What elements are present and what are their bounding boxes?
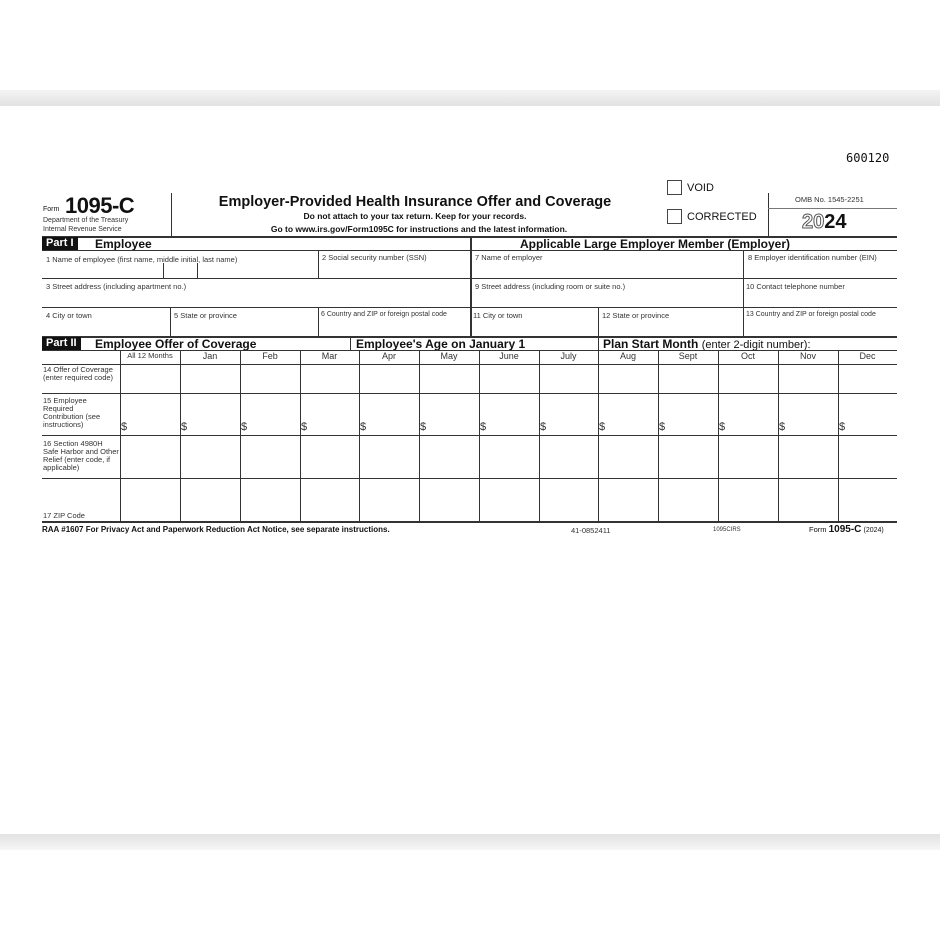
form-control-number: 600120 xyxy=(846,151,890,165)
month-header: Apr xyxy=(381,351,396,361)
part2-tag: Part II xyxy=(42,337,81,350)
grid-divider xyxy=(240,350,241,521)
year-bold: 24 xyxy=(824,211,847,233)
contribution-cell[interactable]: $ xyxy=(779,421,786,433)
month-header: Jan xyxy=(202,351,218,361)
contribution-cell[interactable]: $ xyxy=(839,421,846,433)
row-label-16: 16 Section 4980H Safe Harbor and Other R… xyxy=(43,439,119,472)
catalog-number: 41-0852411 xyxy=(571,526,611,535)
box-2-ssn[interactable]: 2 Social security number (SSN) xyxy=(322,253,427,262)
form-id: 1095-C xyxy=(65,193,135,218)
grid-divider xyxy=(120,350,121,521)
box-9-employer-street[interactable]: 9 Street address (including room or suit… xyxy=(475,282,626,291)
box-4-city[interactable]: 4 City or town xyxy=(46,311,92,320)
month-header: Feb xyxy=(262,351,278,361)
void-label: VOID xyxy=(687,182,714,194)
month-header: Sept xyxy=(678,351,698,361)
omb-number: OMB No. 1545-2251 xyxy=(795,195,864,204)
box-6-country-zip[interactable]: 6 Country and ZIP or foreign postal code xyxy=(321,311,447,318)
box-3-street-address[interactable]: 3 Street address (including apartment no… xyxy=(46,282,187,291)
box-10-telephone[interactable]: 10 Contact telephone number xyxy=(746,282,845,291)
box-11-employer-city[interactable]: 11 City or town xyxy=(473,311,523,320)
form-word: Form xyxy=(43,206,60,213)
grid-divider xyxy=(359,350,360,521)
grid-divider xyxy=(539,350,540,521)
form-title: Employer-Provided Health Insurance Offer… xyxy=(218,194,612,210)
box-1-name-of-employee[interactable]: 1 Name of employee (first name, middle i… xyxy=(46,255,238,264)
subtitle: Go to www.irs.gov/Form1095C for instruct… xyxy=(270,224,568,234)
month-header: Mar xyxy=(321,351,338,361)
plan-start-hint: (enter 2-digit number): xyxy=(701,339,811,351)
contribution-cell[interactable]: $ xyxy=(480,421,487,433)
row-label-14: 14 Offer of Coverage (enter required cod… xyxy=(43,365,114,382)
contribution-cell[interactable]: $ xyxy=(540,421,547,433)
grid-divider xyxy=(658,350,659,521)
contribution-cell[interactable]: $ xyxy=(599,421,606,433)
contribution-cell[interactable]: $ xyxy=(360,421,367,433)
contribution-cell[interactable]: $ xyxy=(719,421,726,433)
subtitle: Do not attach to your tax return. Keep f… xyxy=(303,211,527,221)
box-5-state[interactable]: 5 State or province xyxy=(174,311,237,320)
month-header: Dec xyxy=(859,351,876,361)
contribution-cell[interactable]: $ xyxy=(181,421,188,433)
month-header: May xyxy=(440,351,458,361)
grid-divider xyxy=(718,350,719,521)
month-header: Nov xyxy=(799,351,816,361)
grid-divider xyxy=(419,350,420,521)
contribution-cell[interactable]: $ xyxy=(121,421,128,433)
box-12-employer-state[interactable]: 12 State or province xyxy=(602,311,670,320)
employee-age-field[interactable]: Employee's Age on January 1 xyxy=(356,337,526,351)
footer-form-number: 1095-C xyxy=(828,524,862,535)
footer-form-id: Form 1095-C (2024) xyxy=(809,524,884,535)
grid-divider xyxy=(778,350,779,521)
void-checkbox[interactable] xyxy=(667,180,682,195)
month-header: Aug xyxy=(619,351,636,361)
footer-form-word: Form xyxy=(809,525,827,534)
box-8-ein[interactable]: 8 Employer identification number (EIN) xyxy=(748,253,877,262)
dept-line: Department of the Treasury xyxy=(43,217,129,224)
grid-divider xyxy=(180,350,181,521)
plan-start-month-field[interactable]: Plan Start Month (enter 2-digit number): xyxy=(603,337,811,351)
grid-divider xyxy=(598,350,599,521)
contribution-cell[interactable]: $ xyxy=(301,421,308,433)
page-shadow-top xyxy=(0,90,940,106)
row-label-17: 17 ZIP Code xyxy=(43,511,85,520)
page-shadow-bottom xyxy=(0,834,940,850)
employer-title: Applicable Large Employer Member (Employ… xyxy=(519,237,791,251)
form-code: 1095CIRS xyxy=(713,527,741,533)
contribution-cell[interactable]: $ xyxy=(241,421,248,433)
grid-divider xyxy=(838,350,839,521)
corrected-checkbox[interactable] xyxy=(667,209,682,224)
plan-start-label: Plan Start Month xyxy=(603,337,699,351)
box-13-employer-country-zip[interactable]: 13 Country and ZIP or foreign postal cod… xyxy=(746,311,876,318)
corrected-label: CORRECTED xyxy=(687,211,757,223)
part1-tag: Part I xyxy=(42,237,78,250)
grid-divider xyxy=(300,350,301,521)
dept-line: Internal Revenue Service xyxy=(43,226,122,233)
part2-title: Employee Offer of Coverage xyxy=(95,337,257,351)
box-7-employer-name[interactable]: 7 Name of employer xyxy=(475,253,543,262)
footer-notice: RAA #1607 For Privacy Act and Paperwork … xyxy=(42,525,390,534)
contribution-cell[interactable]: $ xyxy=(659,421,666,433)
month-header: All 12 Months xyxy=(127,351,173,360)
month-header: June xyxy=(499,351,519,361)
month-header: Oct xyxy=(740,351,755,361)
part1-title: Employee xyxy=(95,237,152,251)
tax-year: 2024 xyxy=(801,211,847,234)
footer-year: (2024) xyxy=(863,527,884,534)
row-label-15: 15 Employee Required Contribution (see i… xyxy=(43,396,101,429)
month-header: July xyxy=(560,351,577,361)
year-outline: 20 xyxy=(801,211,825,234)
contribution-cell[interactable]: $ xyxy=(420,421,427,433)
grid-divider xyxy=(479,350,480,521)
